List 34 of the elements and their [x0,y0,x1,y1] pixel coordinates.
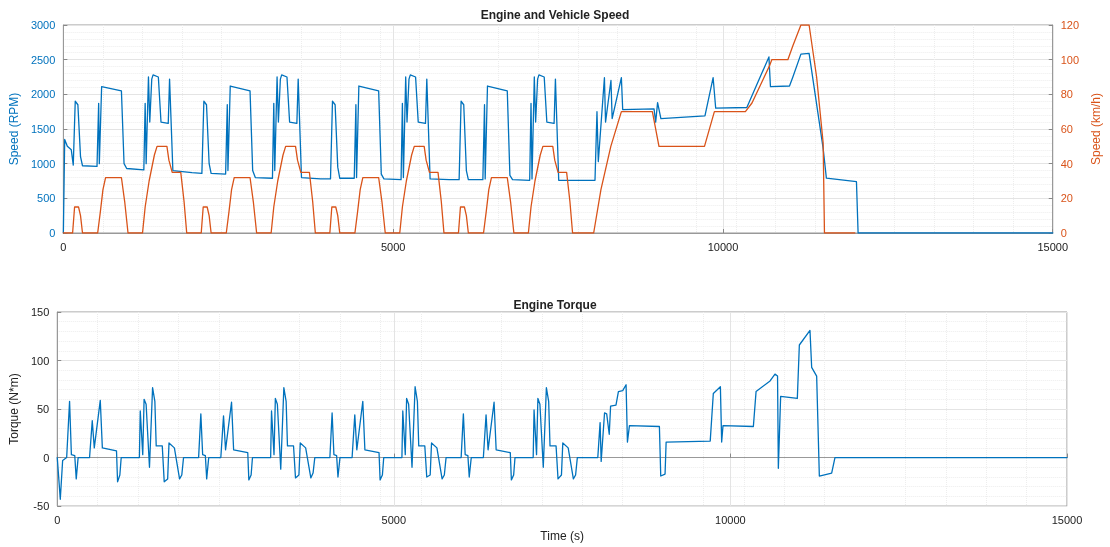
y2-tick-label: 0 [1060,227,1067,239]
line-series [62,24,856,234]
line-series [56,329,1068,500]
y-tick-label: 3000 [30,19,56,31]
y-tick-label: 0 [49,227,56,239]
x-tick-label: 10000 [707,240,739,253]
y2-tick-label: 20 [1060,192,1073,205]
y-tick-label: -50 [33,500,50,513]
y2-tick-label: 60 [1060,123,1073,135]
chart-title: Engine Torque [513,298,597,312]
y2-tick-label: 120 [1060,19,1080,31]
x-tick-label: 0 [60,240,67,253]
y-tick-label: 50 [37,403,50,416]
chart-title: Engine and Vehicle Speed [480,8,630,22]
y-tick-label: 1000 [30,157,56,170]
x-tick-label: 10000 [715,513,746,526]
y-tick-label: 0 [43,451,50,464]
y-tick-label: 2500 [30,53,56,66]
y-tick-label: 1500 [30,123,56,135]
y2-axis-title: Speed (km/h) [1089,92,1103,166]
y-axis-title: Speed (RPM) [7,92,21,166]
x-tick-label: 5000 [381,513,407,526]
y2-tick-label: 40 [1060,157,1073,170]
y-axis-title: Torque (N*m) [7,373,21,445]
y2-tick-label: 100 [1060,53,1080,66]
y-tick-label: 500 [37,192,56,205]
x-tick-label: 15000 [1051,513,1083,526]
x-axis-title: Time (s) [540,529,584,543]
x-tick-label: 5000 [380,240,406,253]
y-tick-label: 150 [30,306,50,318]
y2-tick-label: 80 [1060,88,1073,101]
y-tick-label: 100 [30,354,50,367]
y-tick-label: 2000 [30,88,56,101]
x-tick-label: 15000 [1037,240,1069,253]
